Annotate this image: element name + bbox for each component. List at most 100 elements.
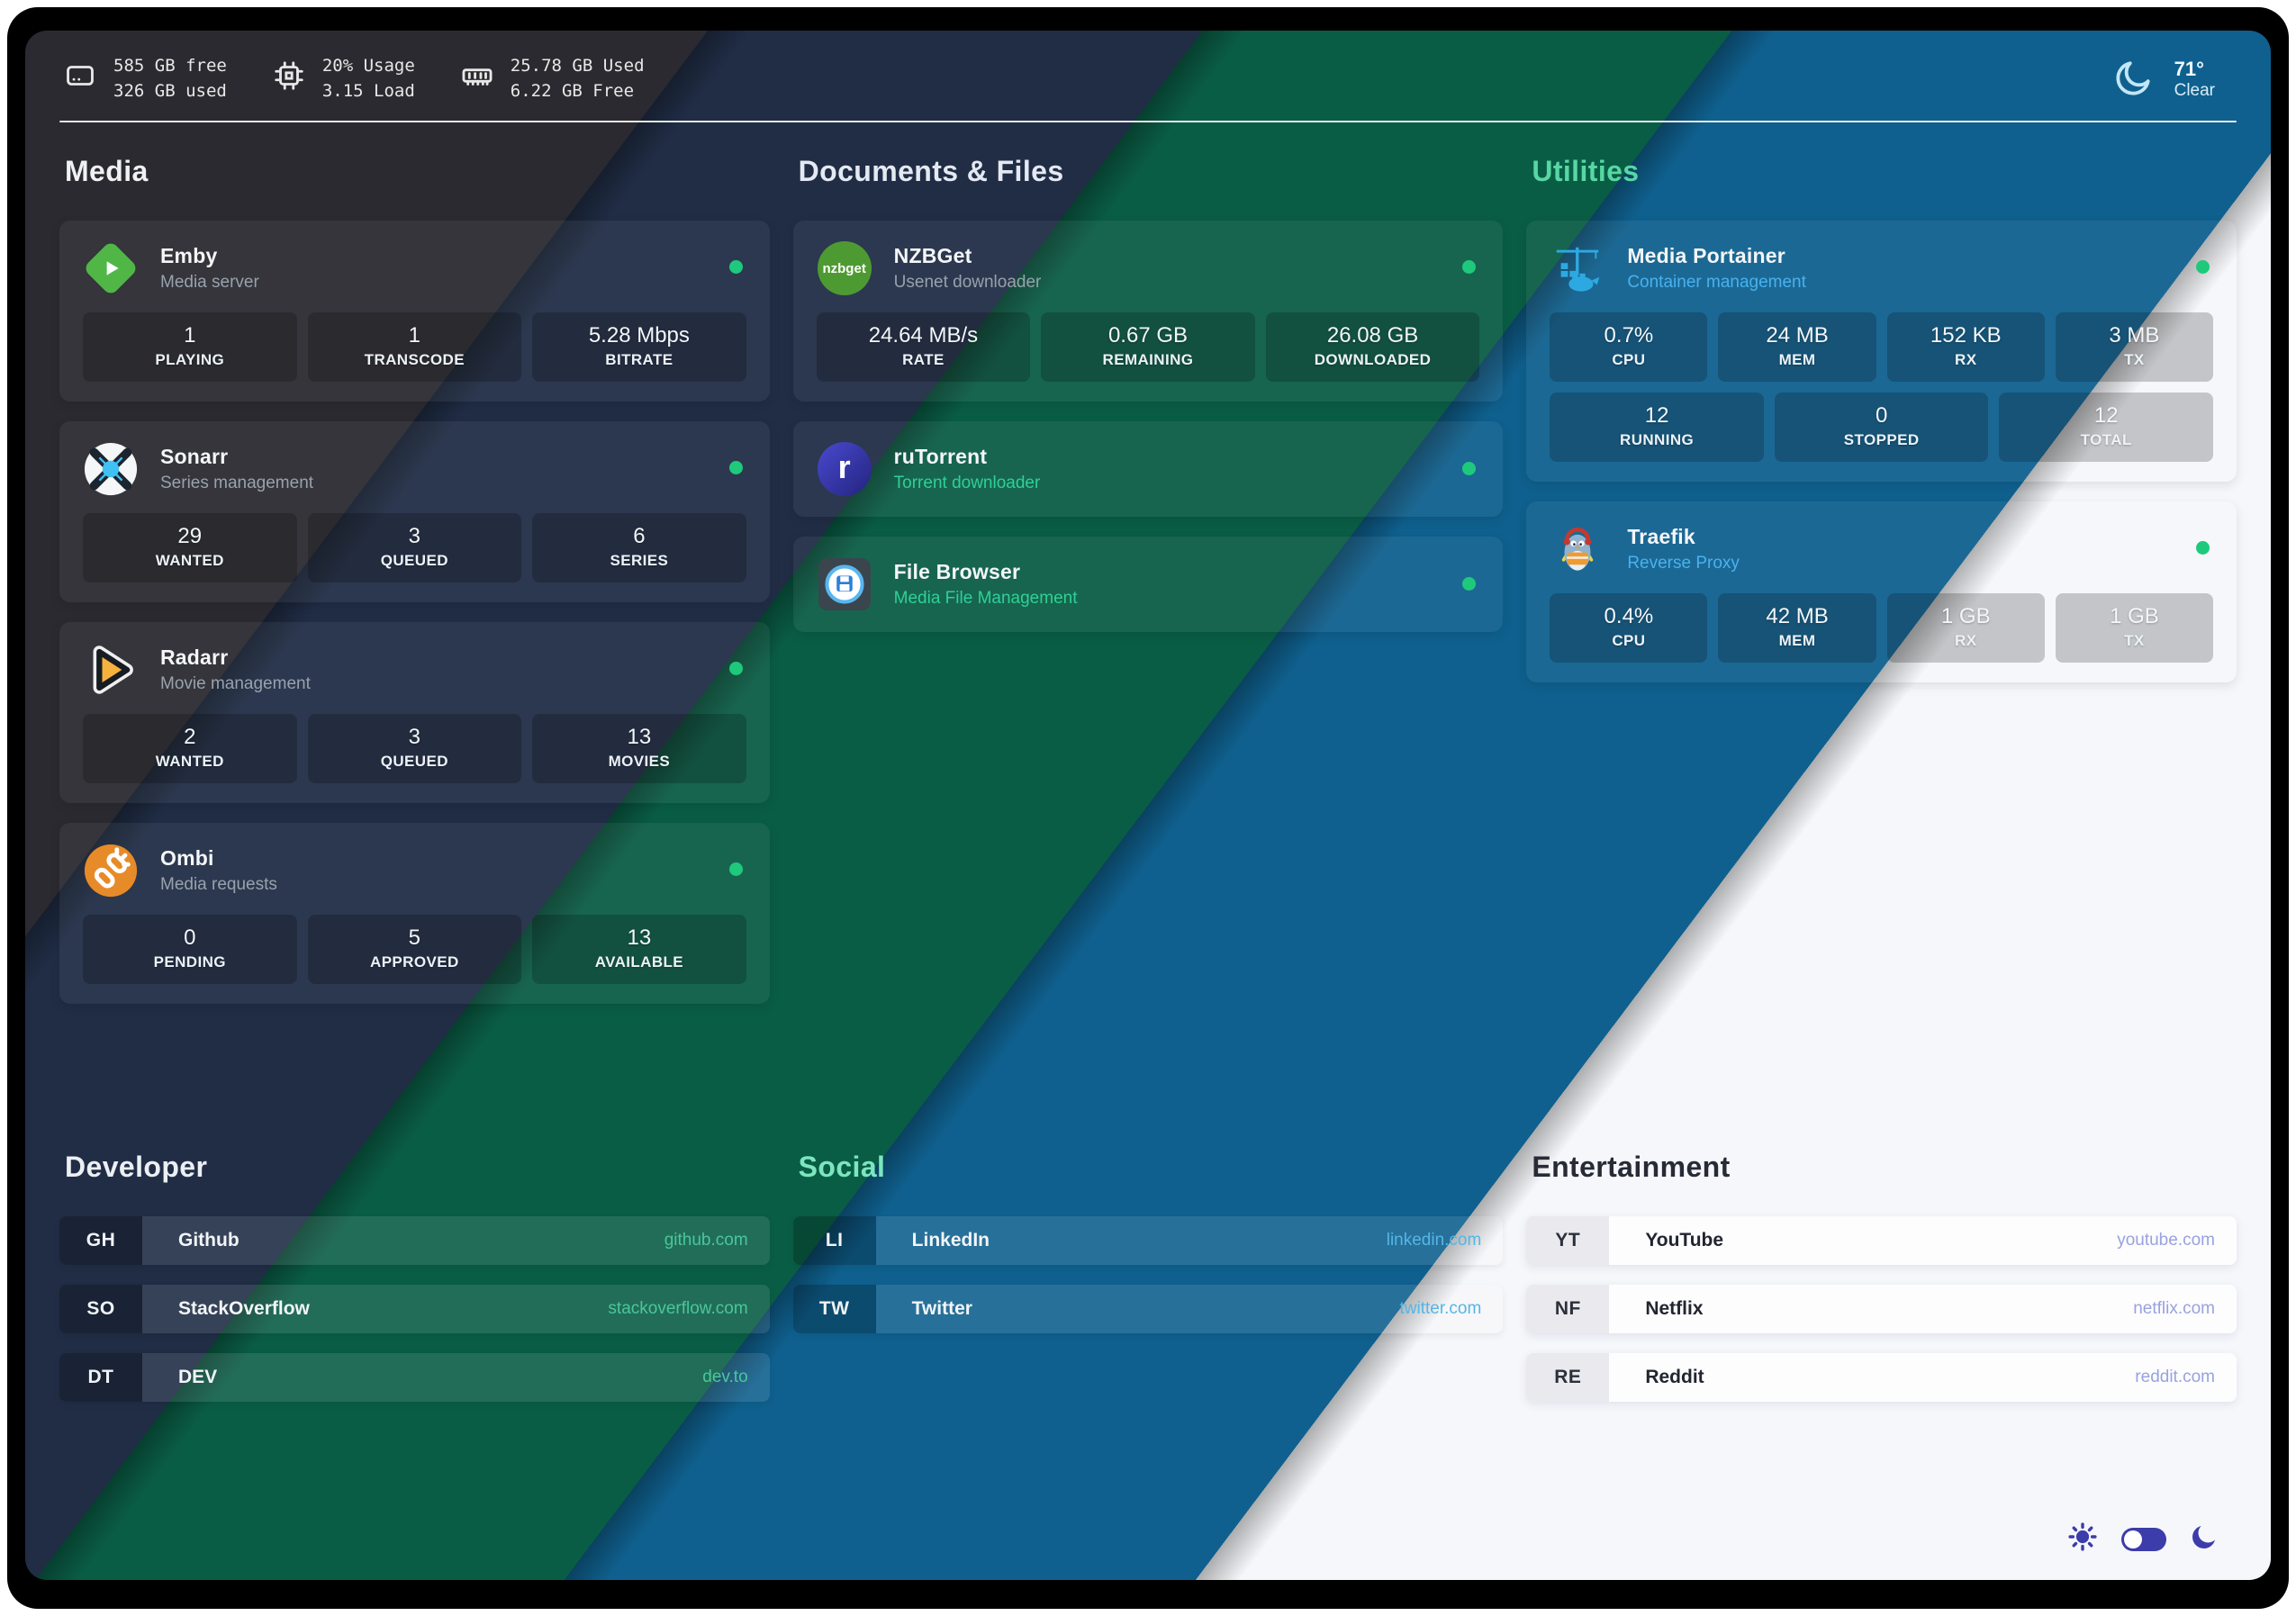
service-subtitle: Media requests [160, 875, 277, 894]
service-title: ruTorrent [893, 445, 988, 468]
link-url: github.com [664, 1231, 748, 1250]
service-card-rutorrent[interactable]: r ruTorrent Torrent downloader [792, 421, 1504, 517]
status-dot-online [1462, 260, 1477, 274]
link-tag: TW [792, 1285, 876, 1333]
section-documents-files: Documents & Files nzbget NZBGet Usenet d… [792, 155, 1504, 1118]
link-row-netflix[interactable]: NF Netflix netflix.com [1526, 1285, 2237, 1333]
link-url: dev.to [702, 1368, 748, 1386]
status-dot-online [1462, 577, 1477, 591]
section-utilities: Utilities [1526, 155, 2237, 1118]
link-tag: GH [59, 1216, 142, 1265]
memory-free: 6.22 GB Free [510, 81, 635, 101]
link-row-reddit[interactable]: RE Reddit reddit.com [1526, 1353, 2237, 1402]
memory-stat-text: 25.78 GB Used 6.22 GB Free [511, 54, 645, 104]
section-title-utilities: Utilities [1532, 155, 1640, 187]
link-tag: LI [792, 1216, 876, 1265]
link-row-twitter[interactable]: TW Twitter twitter.com [792, 1285, 1504, 1333]
filebrowser-logo-icon [817, 556, 872, 612]
link-url: netflix.com [2133, 1299, 2215, 1318]
section-entertainment: Entertainment YT YouTube youtube.com NF … [1526, 1151, 2237, 1402]
link-name: Twitter [911, 1298, 972, 1319]
theme-switcher [2067, 1521, 2219, 1557]
service-card-traefik[interactable]: Traefik Reverse Proxy 0.4% CPU 42 MB MEM [1526, 501, 2237, 682]
memory-used: 25.78 GB Used [510, 56, 645, 77]
service-card-sonarr[interactable]: Sonarr Series management 29 WANTED 3 QUE… [59, 421, 770, 602]
stat-movies: 13 MOVIES [532, 714, 746, 783]
service-card-portainer[interactable]: Media Portainer Container management 0.7… [1526, 221, 2237, 482]
status-dot-online [728, 260, 743, 274]
link-row-github[interactable]: GH Github github.com [59, 1216, 770, 1265]
weather-text: 71° Clear [2174, 58, 2215, 101]
link-name: Netflix [1645, 1298, 1704, 1319]
system-stats: 585 GB free 326 GB used 20% Usage 3.15 L… [63, 54, 645, 104]
link-url: stackoverflow.com [608, 1299, 748, 1318]
moon-icon[interactable] [2190, 1522, 2219, 1556]
link-name: LinkedIn [911, 1230, 990, 1250]
link-row-dev[interactable]: DT DEV dev.to [59, 1353, 770, 1402]
cpu-usage: 20% Usage [321, 56, 415, 77]
memory-stat: 25.78 GB Used 6.22 GB Free [460, 54, 645, 104]
stat-queued: 3 QUEUED [307, 714, 522, 783]
stat-wanted: 29 WANTED [83, 513, 297, 582]
stat-total: 12 TOTAL [1999, 393, 2213, 462]
section-title-social: Social [798, 1151, 886, 1183]
section-media: Media Emby Media server [59, 155, 770, 1118]
stat-mem: 42 MB MEM [1718, 593, 1876, 663]
window-frame: 585 GB free 326 GB used 20% Usage 3.15 L… [7, 7, 2289, 1609]
service-card-ombi[interactable]: Ombi Media requests 0 PENDING 5 APPROVED [59, 823, 770, 1004]
theme-toggle[interactable] [2121, 1527, 2166, 1551]
stat-mem: 24 MB MEM [1718, 312, 1876, 382]
topbar-divider [59, 121, 2237, 122]
weather-widget: 71° Clear [2113, 57, 2215, 103]
section-title-media: Media [65, 155, 149, 187]
stat-playing: 1 PLAYING [83, 312, 297, 382]
nzbget-logo-icon: nzbget [817, 240, 872, 296]
disk-stat: 585 GB free 326 GB used [63, 54, 227, 104]
link-row-linkedin[interactable]: LI LinkedIn linkedin.com [792, 1216, 1504, 1265]
link-name: Github [178, 1230, 240, 1250]
stat-cpu: 0.4% CPU [1550, 593, 1708, 663]
link-url: twitter.com [1399, 1299, 1482, 1318]
service-card-filebrowser[interactable]: File Browser Media File Management [792, 537, 1504, 632]
service-subtitle: Reverse Proxy [1627, 554, 1740, 573]
stat-downloaded: 26.08 GB DOWNLOADED [1265, 312, 1480, 382]
link-tag: RE [1526, 1353, 1610, 1402]
link-tag: YT [1526, 1216, 1610, 1265]
service-card-emby[interactable]: Emby Media server 1 PLAYING 1 TRANSCODE [59, 221, 770, 402]
stat-bitrate: 5.28 Mbps BITRATE [532, 312, 746, 382]
stat-rate: 24.64 MB/s RATE [816, 312, 1031, 382]
service-card-nzbget[interactable]: nzbget NZBGet Usenet downloader 24.64 MB… [792, 221, 1504, 402]
disk-used: 326 GB used [113, 81, 227, 101]
link-name: DEV [178, 1367, 218, 1387]
sun-icon[interactable] [2067, 1521, 2098, 1557]
cpu-icon [272, 59, 306, 101]
service-title: NZBGet [893, 244, 972, 267]
emby-logo-icon [82, 239, 140, 297]
status-dot-online [728, 862, 743, 876]
link-tag: DT [59, 1353, 142, 1402]
section-title-developer: Developer [65, 1151, 208, 1183]
stat-queued: 3 QUEUED [307, 513, 522, 582]
top-status-bar: 585 GB free 326 GB used 20% Usage 3.15 L… [25, 31, 2271, 113]
service-card-radarr[interactable]: Radarr Movie management 2 WANTED 3 QUEUE… [59, 622, 770, 803]
section-title-entertainment: Entertainment [1532, 1151, 1731, 1183]
dashboard-background: 585 GB free 326 GB used 20% Usage 3.15 L… [25, 31, 2271, 1580]
stat-approved: 5 APPROVED [307, 915, 522, 984]
section-developer: Developer GH Github github.com SO StackO… [59, 1151, 770, 1402]
service-title: Traefik [1627, 525, 1695, 548]
link-row-stackoverflow[interactable]: SO StackOverflow stackoverflow.com [59, 1285, 770, 1333]
status-dot-online [2196, 541, 2210, 555]
weather-temperature: 71° [2174, 58, 2204, 80]
service-title: Ombi [160, 846, 214, 870]
stat-series: 6 SERIES [532, 513, 746, 582]
link-tag: SO [59, 1285, 142, 1333]
stat-wanted: 2 WANTED [83, 714, 297, 783]
disk-free: 585 GB free [113, 56, 227, 77]
link-url: reddit.com [2135, 1368, 2215, 1386]
service-subtitle: Movie management [160, 674, 311, 693]
link-tag: NF [1526, 1285, 1610, 1333]
service-title: Sonarr [160, 445, 229, 468]
service-title: Media Portainer [1627, 244, 1785, 267]
cpu-stat: 20% Usage 3.15 Load [272, 54, 415, 104]
link-row-youtube[interactable]: YT YouTube youtube.com [1526, 1216, 2237, 1265]
